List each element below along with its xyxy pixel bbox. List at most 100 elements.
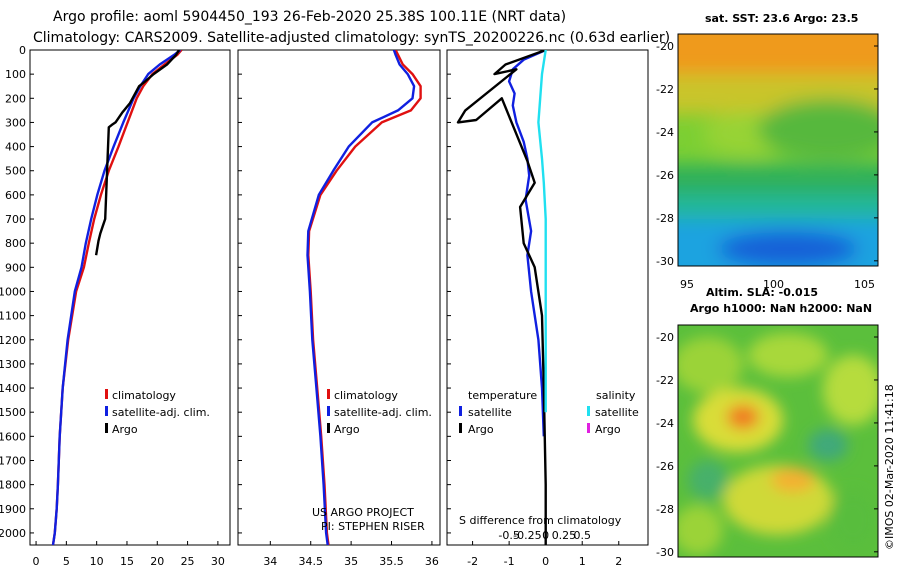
salinity-legend: climatology satellite-adj. clim. Argo US… <box>312 389 432 533</box>
sst-lat-tick-label: -26 <box>656 169 674 182</box>
series-line-climatology <box>51 50 183 545</box>
depth-tick-label: 1400 <box>0 382 26 395</box>
x-tick-label: 34.5 <box>298 555 323 568</box>
legend-label-climatology: climatology <box>334 389 398 402</box>
sst-lon-tick: 95 <box>680 278 694 291</box>
sst-lat-tick-label: -22 <box>656 83 674 96</box>
sst-lat-tick-label: -28 <box>656 212 674 225</box>
x-tick-label: -1 <box>504 555 515 568</box>
series-line-argo <box>94 50 181 256</box>
sla-map-title-2: Argo h1000: NaN h2000: NaN <box>690 302 872 315</box>
x-tick-label: 35.5 <box>379 555 404 568</box>
sst-lon-tick: 100 <box>763 278 784 291</box>
x-tick-label: 15 <box>120 555 134 568</box>
temperature-legend: climatology satellite-adj. clim. Argo <box>105 389 210 436</box>
legend-swatch-temp-satellite <box>459 406 462 416</box>
sst-lat-tick-label: -24 <box>656 126 674 139</box>
sst-map-image <box>678 34 878 266</box>
x-tick-label: 34 <box>263 555 277 568</box>
legend-label-sal-satellite: satellite <box>595 406 639 419</box>
legend-swatch-sal-satellite <box>587 406 590 416</box>
legend-swatch-satellite <box>105 406 108 416</box>
depth-axis: 0 100 200 300 400 500 600 700 800 900 1000 1100 1200… <box>0 44 451 540</box>
x-tick-label: -2 <box>467 555 478 568</box>
depth-tick-label: 1500 <box>0 406 26 419</box>
series-line-climatology <box>307 50 422 545</box>
depth-tick-label: 1800 <box>0 479 26 492</box>
legend-label-temp-argo: Argo <box>468 423 494 436</box>
sla-map-title-1: Altim. SLA: -0.015 <box>706 286 818 299</box>
difference-legend: temperature satellite Argo salinity sate… <box>459 389 639 527</box>
x-tick-label: 30 <box>211 555 225 568</box>
series-line-satellite-adj-clim <box>306 50 416 545</box>
series-line-temperature-argo <box>456 50 547 545</box>
sla-lat-tick-label: -24 <box>656 417 674 430</box>
depth-tick-label: 0 <box>19 44 26 57</box>
depth-tick-label: 1300 <box>0 358 26 371</box>
legend-label-temp-satellite: satellite <box>468 406 512 419</box>
credit-project: US ARGO PROJECT <box>312 506 414 519</box>
title-line-1: Argo profile: aoml 5904450_193 26-Feb-20… <box>53 9 566 25</box>
sla-lat-tick-label: -30 <box>656 546 674 559</box>
depth-tick-label: 300 <box>5 116 26 129</box>
depth-tick-label: 600 <box>5 189 26 202</box>
sla-map-frame <box>677 324 879 558</box>
x-tick-label: 25 <box>181 555 195 568</box>
depth-tick-label: 1600 <box>0 430 26 443</box>
legend-swatch-climatology <box>327 389 330 399</box>
legend-label-climatology: climatology <box>112 389 176 402</box>
depth-tick-label: 100 <box>5 68 26 81</box>
depth-tick-label: 1100 <box>0 310 26 323</box>
depth-tick-label: 400 <box>5 141 26 154</box>
title-line-2: Climatology: CARS2009. Satellite-adjuste… <box>33 30 670 46</box>
legend-label-satellite: satellite-adj. clim. <box>112 406 210 419</box>
s-difference-label: S difference from climatology <box>459 514 622 527</box>
credit-pi: PI: STEPHEN RISER <box>321 520 425 533</box>
sla-map: Altim. SLA: -0.015 Argo h1000: NaN h2000… <box>656 286 879 559</box>
s-diff-tick-label: 0.5 <box>573 529 591 542</box>
s-diff-tick-label: -0.5 <box>498 529 519 542</box>
difference-panel-frame <box>446 49 649 546</box>
sst-lat-tick-label: -20 <box>656 40 674 53</box>
x-tick-label: 35 <box>344 555 358 568</box>
legend-label-argo: Argo <box>112 423 138 436</box>
sst-lat-axis: -20 -22 -24 -26 -28 -30 <box>656 40 878 268</box>
legend-swatch-satellite <box>327 406 330 416</box>
salinity-panel: 34 34.5 35 35.5 36 <box>263 50 439 568</box>
s-diff-tick-label: -0.25 <box>513 529 541 542</box>
depth-tick-label: 700 <box>5 213 26 226</box>
sst-map-title: sat. SST: 23.6 Argo: 23.5 <box>705 12 858 25</box>
legend-header-temperature: temperature <box>468 389 537 402</box>
legend-label-argo: Argo <box>334 423 360 436</box>
legend-label-satellite: satellite-adj. clim. <box>334 406 432 419</box>
x-tick-label: 36 <box>425 555 439 568</box>
sla-map-image <box>678 325 878 557</box>
sst-lon-tick: 105 <box>854 278 875 291</box>
legend-label-sal-argo: Argo <box>595 423 621 436</box>
depth-tick-label: 1700 <box>0 454 26 467</box>
depth-tick-label: 1900 <box>0 503 26 516</box>
series-line-satellite-adj-clim <box>51 50 182 545</box>
depth-tick-label: 200 <box>5 92 26 105</box>
x-tick-label: 5 <box>63 555 70 568</box>
temperature-panel-frame <box>29 49 231 546</box>
sla-lat-tick-label: -22 <box>656 374 674 387</box>
x-tick-label: 0 <box>542 555 549 568</box>
legend-swatch-temp-argo <box>459 423 462 433</box>
legend-swatch-argo <box>327 423 330 433</box>
depth-tick-label: 900 <box>5 261 26 274</box>
temperature-panel: 0 5 10 15 20 25 30 <box>33 50 225 568</box>
sst-lat-tick-label: -30 <box>656 255 674 268</box>
sla-lat-tick-label: -26 <box>656 460 674 473</box>
legend-swatch-sal-argo <box>587 423 590 433</box>
x-tick-label: 20 <box>150 555 164 568</box>
depth-tick-label: 1200 <box>0 334 26 347</box>
depth-tick-label: 1000 <box>0 285 26 298</box>
x-tick-label: 2 <box>615 555 622 568</box>
sst-map: sat. SST: 23.6 Argo: 23.5 -20-22-24-26-2… <box>656 12 879 291</box>
series-line-salinity-satellite <box>537 50 547 413</box>
x-tick-label: 10 <box>90 555 104 568</box>
legend-header-salinity: salinity <box>596 389 636 402</box>
s-diff-tick-label: 0.25 <box>552 529 577 542</box>
